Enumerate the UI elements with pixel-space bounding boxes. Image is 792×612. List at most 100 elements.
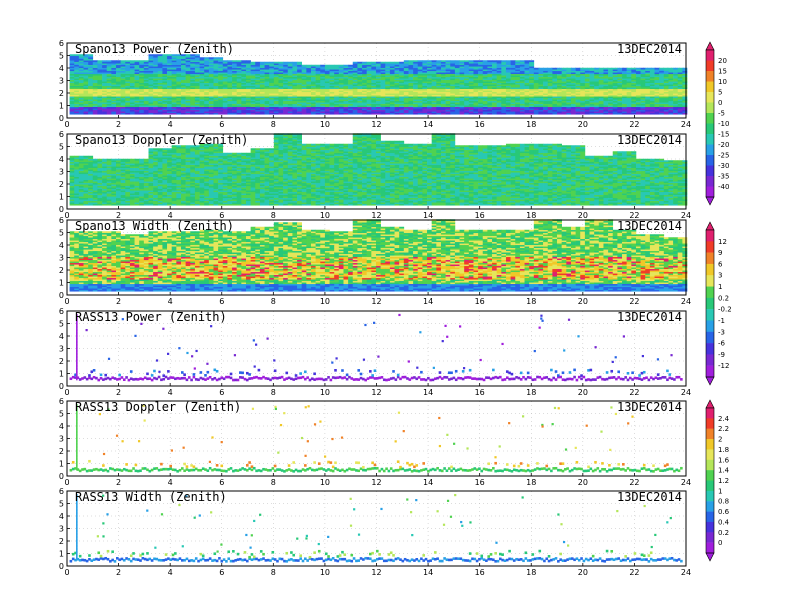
heatmap-cell (283, 106, 289, 109)
heatmap-cell (102, 82, 108, 85)
heatmap-cell (310, 102, 316, 105)
heatmap-cell (232, 90, 238, 93)
heatmap-cell (116, 70, 121, 73)
heatmap-cell (134, 106, 140, 109)
heatmap-cell (176, 87, 182, 90)
heatmap-cell (194, 108, 200, 111)
heatmap-cell (69, 69, 75, 72)
heatmap-cell (208, 69, 214, 72)
heatmap-cell (273, 88, 279, 91)
heatmap-cell (287, 112, 293, 115)
heatmap-cell (218, 103, 224, 106)
heatmap-cell (255, 99, 261, 102)
heatmap-cell (297, 99, 303, 102)
heatmap-cell (74, 108, 80, 111)
heatmap-cell (97, 78, 103, 81)
heatmap-cell (69, 97, 75, 100)
heatmap-cell (69, 112, 75, 115)
heatmap-cell (120, 90, 126, 93)
heatmap-cell (148, 67, 154, 70)
heatmap-cell (232, 109, 238, 112)
heatmap-cell (250, 67, 256, 70)
heatmap-cell (125, 84, 131, 87)
heatmap-cell (199, 96, 205, 99)
heatmap-cell (208, 58, 214, 61)
heatmap-cell (106, 70, 112, 73)
heatmap-cell (162, 58, 168, 61)
heatmap-cell (180, 102, 186, 105)
heatmap-cell (301, 94, 307, 97)
heatmap-cell (167, 67, 173, 70)
heatmap-cell (97, 105, 103, 108)
heatmap-cell (250, 88, 256, 91)
heatmap-cell (278, 66, 284, 69)
heatmap-cell (269, 75, 275, 78)
heatmap-cell (204, 99, 210, 102)
heatmap-cell (199, 105, 205, 108)
heatmap-cell (269, 103, 275, 106)
heatmap-cell (204, 61, 210, 64)
heatmap-cell (120, 88, 126, 91)
heatmap-cell (83, 111, 89, 114)
heatmap-cell (111, 82, 117, 85)
heatmap-cell (106, 97, 112, 100)
heatmap-cell (143, 61, 149, 64)
heatmap-cell (250, 93, 256, 96)
heatmap-cell (171, 64, 177, 67)
heatmap-cell (185, 100, 191, 103)
heatmap-cell (69, 67, 75, 70)
heatmap-cell (167, 81, 173, 84)
heatmap-cell (269, 76, 275, 79)
heatmap-cell (194, 61, 200, 64)
heatmap-cell (157, 102, 163, 105)
heatmap-cell (157, 55, 163, 58)
heatmap-cell (111, 112, 117, 115)
heatmap-cell (139, 64, 145, 67)
heatmap-cell (153, 61, 159, 64)
heatmap-cell (134, 90, 140, 93)
heatmap-cell (92, 87, 98, 90)
heatmap-cell (180, 99, 186, 102)
heatmap-cell (180, 96, 186, 99)
heatmap-cell (204, 87, 210, 90)
heatmap-cell (218, 94, 224, 97)
heatmap-cell (259, 105, 265, 108)
heatmap-cell (102, 100, 108, 103)
heatmap-cell (176, 100, 182, 103)
y-tick-label: 2 (59, 89, 64, 98)
heatmap-cell (227, 76, 233, 79)
heatmap-cell (682, 67, 688, 70)
heatmap-cell (273, 70, 279, 73)
heatmap-cell (264, 72, 270, 75)
heatmap-cell (362, 61, 367, 64)
heatmap-cell (315, 64, 321, 67)
heatmap-cell (78, 79, 84, 82)
heatmap-cell (250, 64, 256, 67)
heatmap-cell (283, 100, 289, 103)
heatmap-cell (306, 112, 312, 115)
heatmap-cell (529, 60, 535, 63)
heatmap-cell (375, 61, 381, 64)
heatmap-cell (273, 108, 279, 111)
heatmap-cell (250, 61, 256, 64)
heatmap-cell (171, 90, 177, 93)
heatmap-cell (635, 67, 641, 70)
heatmap-cell (222, 90, 228, 93)
heatmap-cell (208, 82, 214, 85)
heatmap-cell (297, 76, 303, 79)
heatmap-cell (162, 79, 168, 82)
heatmap-cell (92, 72, 98, 75)
heatmap-cell (245, 105, 251, 108)
heatmap-cell (283, 73, 289, 76)
heatmap-cell (185, 106, 191, 109)
heatmap-cell (92, 78, 98, 81)
heatmap-cell (194, 67, 200, 70)
heatmap-cell (167, 103, 173, 106)
heatmap-cell (97, 70, 103, 73)
heatmap-cell (264, 91, 270, 94)
heatmap-cell (190, 57, 196, 60)
heatmap-cell (134, 70, 140, 73)
heatmap-cell (148, 84, 154, 87)
heatmap-cell (125, 67, 131, 70)
heatmap-cell (69, 54, 75, 57)
